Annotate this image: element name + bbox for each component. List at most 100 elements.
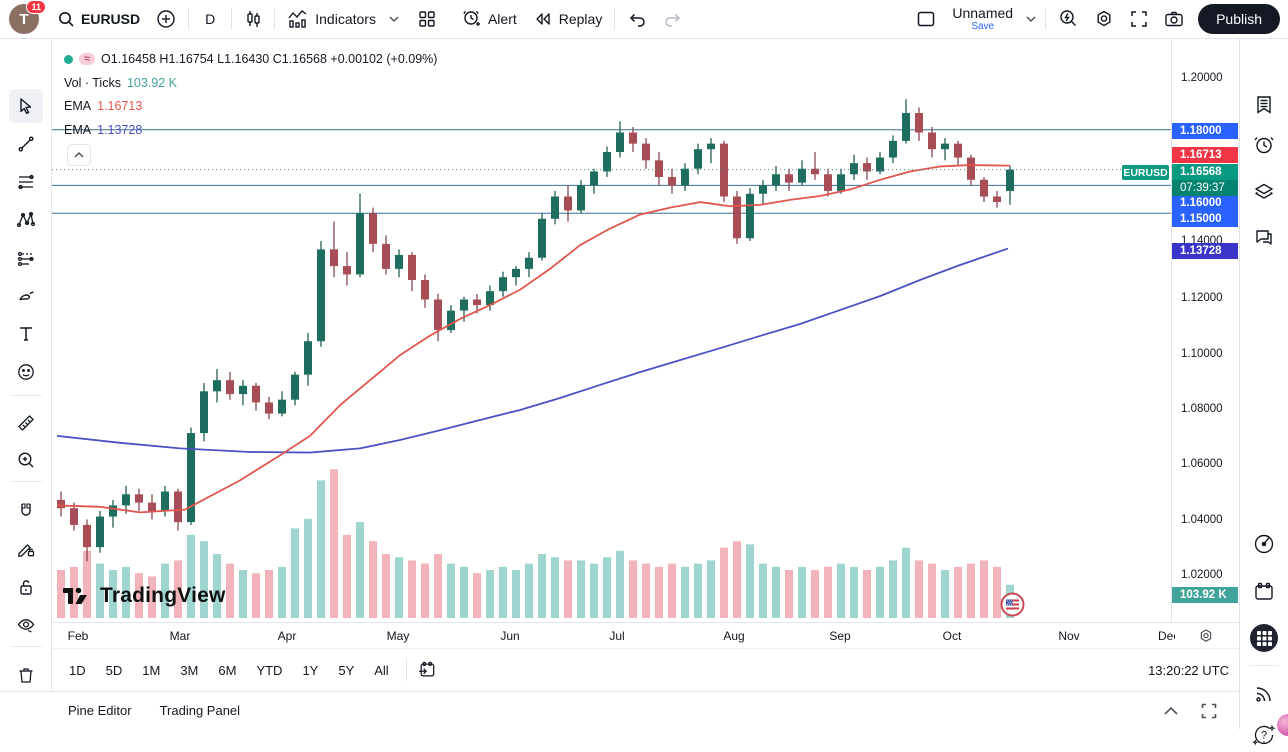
volume-bar — [330, 469, 338, 618]
candle-body — [668, 177, 676, 186]
approx-marker: ≈ — [79, 53, 96, 65]
help-question-icon[interactable]: ? — [1247, 718, 1281, 752]
interval-button[interactable]: D — [193, 3, 227, 35]
candle-body — [590, 171, 598, 186]
go-to-date-button[interactable] — [417, 660, 437, 680]
fullscreen-button[interactable] — [1122, 3, 1156, 35]
lock-drawings-tool[interactable] — [9, 570, 43, 604]
compare-add-symbol-button[interactable] — [148, 3, 184, 35]
legend-ema-fast-row[interactable]: EMA 1.16713 — [64, 99, 142, 113]
measure-ruler-tool[interactable] — [9, 406, 43, 440]
broadcast-signal-icon[interactable] — [1247, 677, 1281, 711]
redo-button[interactable] — [655, 3, 691, 35]
undo-button[interactable] — [619, 3, 655, 35]
alert-button[interactable]: Alert — [454, 3, 525, 35]
candle-body — [616, 132, 624, 152]
save-link[interactable]: Save — [971, 21, 995, 32]
fib-retracement-tool[interactable] — [9, 165, 43, 199]
xabcd-pattern-tool[interactable] — [9, 203, 43, 237]
projection-tool[interactable] — [9, 241, 43, 275]
range-button-5d[interactable]: 5D — [105, 662, 123, 678]
volume-bar — [694, 563, 702, 618]
chart-style-button[interactable] — [236, 3, 270, 35]
volume-bar — [876, 566, 884, 618]
rail-divider — [10, 646, 42, 647]
volume-bar — [772, 566, 780, 618]
indicator-templates-chevron[interactable] — [384, 3, 404, 35]
range-button-3m[interactable]: 3M — [180, 662, 199, 678]
timezone-clock[interactable]: 13:20:22 UTC — [1148, 662, 1229, 678]
apps-grid-icon[interactable] — [1247, 621, 1281, 655]
object-tree-layers-icon[interactable] — [1247, 174, 1281, 208]
range-button-ytd[interactable]: YTD — [256, 662, 283, 678]
volume-bar — [785, 570, 793, 618]
range-button-1y[interactable]: 1Y — [302, 662, 319, 678]
quick-search-button[interactable] — [1050, 3, 1086, 35]
economic-calendar-icon[interactable] — [1247, 575, 1281, 609]
chat-icon[interactable] — [1247, 220, 1281, 254]
range-button-6m[interactable]: 6M — [218, 662, 237, 678]
magnet-mode-tool[interactable] — [9, 494, 43, 528]
brush-tool[interactable] — [9, 279, 43, 313]
volume-bar — [226, 563, 234, 618]
volume-bar — [759, 563, 767, 618]
ema-slow-label: EMA — [64, 123, 92, 137]
text-tool[interactable] — [9, 317, 43, 351]
cursor-tool[interactable] — [8, 89, 43, 123]
range-button-5y[interactable]: 5Y — [338, 662, 355, 678]
right-sidebar: ? — [1239, 39, 1288, 746]
layout-name-button[interactable]: Unnamed Save — [944, 3, 1021, 35]
chart-settings-button[interactable] — [1086, 3, 1122, 35]
symbol-search-button[interactable]: EURUSD — [49, 3, 148, 35]
grid-layout-icon — [418, 10, 436, 28]
range-button-1m[interactable]: 1M — [142, 662, 161, 678]
replay-button[interactable]: Replay — [525, 3, 611, 35]
legend-volume-row[interactable]: Vol · Ticks 103.92 K — [64, 76, 177, 90]
indicators-button[interactable]: Indicators — [279, 3, 384, 35]
time-axis[interactable]: Feb Mar Apr May Jun Jul Aug Sep Oct Nov Dec — [0, 622, 1239, 648]
stay-in-drawing-mode-tool[interactable] — [9, 532, 43, 566]
candle-body — [83, 524, 91, 548]
ema-fast-label: EMA — [64, 99, 92, 113]
us-flag-economic-event-icon[interactable] — [1000, 592, 1025, 617]
alerts-clock-icon[interactable] — [1247, 128, 1281, 162]
candle-body — [135, 494, 143, 503]
chart-plot-area[interactable] — [52, 39, 1172, 622]
candle-body — [395, 254, 403, 269]
last-price-value: 1.16568 — [1180, 166, 1222, 178]
emoji-tool[interactable] — [9, 355, 43, 389]
tradingview-watermark: TradingView — [62, 583, 226, 609]
candle-body — [759, 185, 767, 194]
series-status-dot[interactable] — [64, 54, 73, 64]
grid-layout-button[interactable] — [410, 3, 444, 35]
bottom-panel: Pine Editor Trading Panel — [0, 691, 1239, 729]
trend-line-tool[interactable] — [9, 127, 43, 161]
volume-bar — [603, 557, 611, 618]
axis-settings-gear-icon[interactable] — [1198, 628, 1214, 644]
remove-drawings-trash-tool[interactable] — [9, 658, 43, 692]
zoom-in-tool[interactable] — [9, 443, 43, 477]
panel-collapse-chevron[interactable] — [1163, 706, 1179, 716]
layout-chevron[interactable] — [1021, 3, 1041, 35]
radar-screener-icon[interactable] — [1247, 527, 1281, 561]
legend-collapse-button[interactable] — [67, 144, 91, 166]
trading-panel-tab[interactable]: Trading Panel — [159, 703, 241, 718]
price-line-label: 1.16713 — [1172, 147, 1238, 163]
range-button-all[interactable]: All — [374, 662, 389, 678]
snapshot-camera-button[interactable] — [1156, 3, 1192, 35]
hide-drawings-eye-tool[interactable] — [9, 608, 43, 642]
user-avatar[interactable]: T 11 — [9, 0, 46, 34]
layout-select-button[interactable] — [908, 3, 944, 35]
volume-bar — [382, 554, 390, 618]
range-button-1d[interactable]: 1D — [69, 662, 86, 678]
panel-maximize-icon[interactable] — [1201, 703, 1217, 719]
pine-editor-tab[interactable]: Pine Editor — [68, 703, 132, 718]
watchlist-icon[interactable] — [1247, 88, 1281, 122]
candle-body — [681, 168, 689, 186]
publish-button[interactable]: Publish — [1198, 4, 1280, 34]
legend-ema-slow-row[interactable]: EMA 1.13728 — [64, 123, 142, 137]
volume-bar — [109, 570, 117, 618]
candle-body — [928, 132, 936, 150]
candle-body — [863, 163, 871, 172]
volume-bar — [434, 554, 442, 618]
